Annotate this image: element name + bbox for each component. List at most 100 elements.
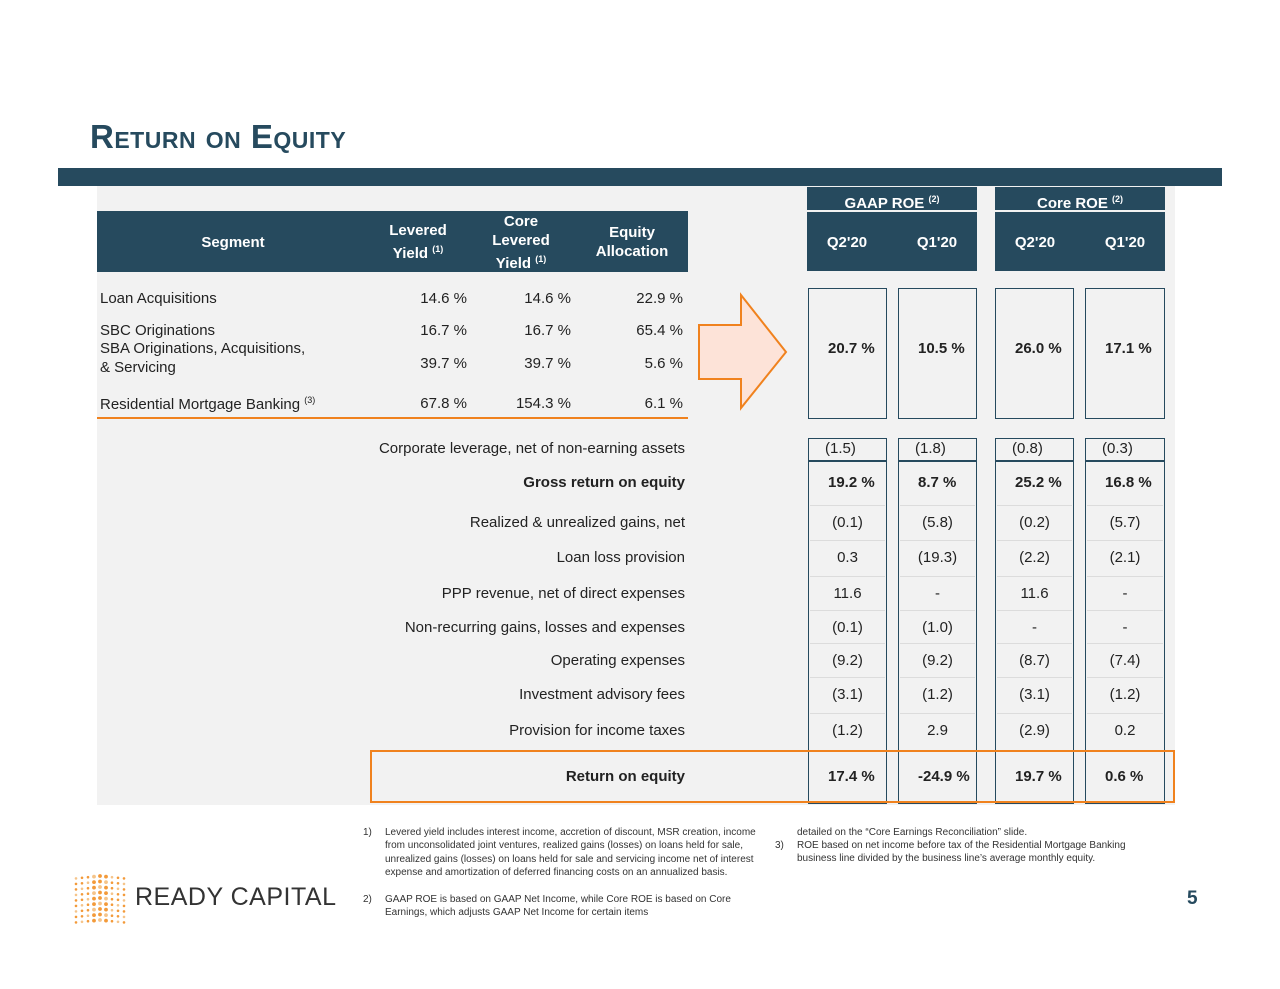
row-value: (2.2) bbox=[1019, 549, 1050, 566]
footnote: 2) GAAP ROE is based on GAAP Net Income, … bbox=[363, 894, 731, 919]
title-bar bbox=[58, 168, 1222, 186]
row-separator bbox=[1087, 643, 1163, 644]
row-separator bbox=[997, 505, 1072, 506]
row-separator bbox=[900, 713, 975, 714]
row-separator bbox=[900, 677, 975, 678]
header-core-levered-yield: Core Levered Yield (1) bbox=[492, 213, 550, 272]
core-levered-yield: 154.3 % bbox=[515, 395, 571, 412]
page-title: Return on Equity bbox=[90, 118, 347, 155]
row-value: 11.6 bbox=[1020, 585, 1049, 602]
equity-allocation: 5.6 % bbox=[644, 355, 683, 372]
equity-allocation: 6.1 % bbox=[644, 395, 683, 412]
row-value: (3.1) bbox=[1019, 686, 1050, 703]
segment-roe-box bbox=[808, 288, 887, 419]
row-divider bbox=[995, 460, 1074, 462]
row-value: (1.2) bbox=[922, 686, 953, 703]
row-value: -24.9 % bbox=[918, 768, 970, 785]
segment-divider bbox=[97, 417, 688, 419]
row-value: (2.9) bbox=[1019, 722, 1050, 739]
roe-column-box bbox=[995, 438, 1074, 804]
segment-roe-box bbox=[898, 288, 977, 419]
row-separator bbox=[1087, 610, 1163, 611]
row-separator bbox=[810, 576, 885, 577]
row-value: 11.6 bbox=[833, 585, 862, 602]
row-label: Non-recurring gains, losses and expenses bbox=[404, 619, 685, 636]
row-value: (5.8) bbox=[922, 514, 953, 531]
core-levered-yield: 39.7 % bbox=[524, 355, 571, 372]
segment-roe-value: 26.0 % bbox=[1015, 340, 1062, 357]
row-label: Operating expenses bbox=[550, 652, 685, 669]
row-separator bbox=[997, 610, 1072, 611]
footnote: detailed on the “Core Earnings Reconcili… bbox=[797, 827, 1028, 838]
row-separator bbox=[997, 540, 1072, 541]
row-value: 8.7 % bbox=[918, 474, 957, 491]
row-value: (3.1) bbox=[832, 686, 863, 703]
row-value: 0.3 bbox=[837, 549, 858, 566]
row-separator bbox=[810, 505, 885, 506]
row-separator bbox=[1087, 540, 1163, 541]
row-separator bbox=[810, 713, 885, 714]
row-value: 19.2 % bbox=[828, 474, 875, 491]
roe-column-box bbox=[808, 438, 887, 804]
row-label: Investment advisory fees bbox=[519, 686, 685, 703]
gaap-period-header: Q2'20 Q1'20 bbox=[807, 212, 977, 271]
row-value: - bbox=[1122, 619, 1128, 636]
row-value: (19.3) bbox=[917, 549, 958, 566]
segment-name: SBA Originations, Acquisitions, & Servici… bbox=[100, 340, 306, 376]
row-value: (0.3) bbox=[1102, 440, 1133, 457]
row-value: (1.8) bbox=[915, 440, 946, 457]
page-number: 5 bbox=[1187, 888, 1198, 909]
row-separator bbox=[1087, 677, 1163, 678]
header-levered-yield: Levered Yield (1) bbox=[389, 222, 447, 262]
levered-yield: 39.7 % bbox=[420, 355, 467, 372]
row-label: Provision for income taxes bbox=[509, 722, 685, 739]
core-roe-header: Core ROE (2) bbox=[995, 187, 1165, 212]
ready-capital-logo: READY CAPITAL bbox=[135, 883, 337, 911]
row-label: Corporate leverage, net of non-earning a… bbox=[378, 440, 685, 457]
header-segment: Segment bbox=[201, 234, 265, 251]
row-separator bbox=[900, 540, 975, 541]
ready-capital-logo-mark bbox=[74, 874, 126, 924]
row-separator bbox=[810, 610, 885, 611]
row-value: (7.4) bbox=[1109, 652, 1141, 669]
period-label: Q1'20 bbox=[916, 234, 958, 251]
row-value: 25.2 % bbox=[1015, 474, 1062, 491]
row-label: Gross return on equity bbox=[523, 474, 685, 491]
segment-roe-box bbox=[1085, 288, 1165, 419]
equity-allocation: 22.9 % bbox=[636, 290, 683, 307]
segment-roe-value: 20.7 % bbox=[828, 340, 875, 357]
row-value: (1.2) bbox=[832, 722, 863, 739]
levered-yield: 16.7 % bbox=[420, 322, 467, 339]
row-value: 19.7 % bbox=[1015, 768, 1062, 785]
row-separator bbox=[1087, 713, 1163, 714]
segment-roe-value: 10.5 % bbox=[918, 340, 965, 357]
header-equity-allocation: Equity Allocation bbox=[595, 224, 669, 260]
row-separator bbox=[810, 677, 885, 678]
row-divider bbox=[1085, 460, 1165, 462]
row-value: (8.7) bbox=[1019, 652, 1050, 669]
row-value: (1.5) bbox=[825, 440, 856, 457]
row-value: (0.2) bbox=[1019, 514, 1050, 531]
levered-yield: 67.8 % bbox=[420, 395, 467, 412]
row-separator bbox=[1087, 505, 1163, 506]
period-label: Q1'20 bbox=[1104, 234, 1146, 251]
row-value: 2.9 bbox=[927, 722, 948, 739]
roe-column-box bbox=[898, 438, 977, 804]
row-value: - bbox=[935, 585, 940, 602]
row-value: (9.2) bbox=[922, 652, 953, 669]
row-value: 17.4 % bbox=[828, 768, 875, 785]
row-value: (1.0) bbox=[922, 619, 953, 636]
row-label: Return on equity bbox=[565, 768, 685, 785]
row-divider bbox=[898, 460, 977, 462]
row-value: 16.8 % bbox=[1105, 474, 1152, 491]
return-on-equity-highlight bbox=[370, 750, 1175, 803]
row-value: (0.8) bbox=[1012, 440, 1043, 457]
row-separator bbox=[997, 643, 1072, 644]
row-value: (1.2) bbox=[1109, 686, 1141, 703]
row-separator bbox=[810, 643, 885, 644]
roe-column-box bbox=[1085, 438, 1165, 804]
row-separator bbox=[810, 540, 885, 541]
footnote: 3) ROE based on net income before tax of … bbox=[775, 840, 1126, 865]
row-label: Loan loss provision bbox=[556, 549, 685, 566]
row-separator bbox=[900, 576, 975, 577]
